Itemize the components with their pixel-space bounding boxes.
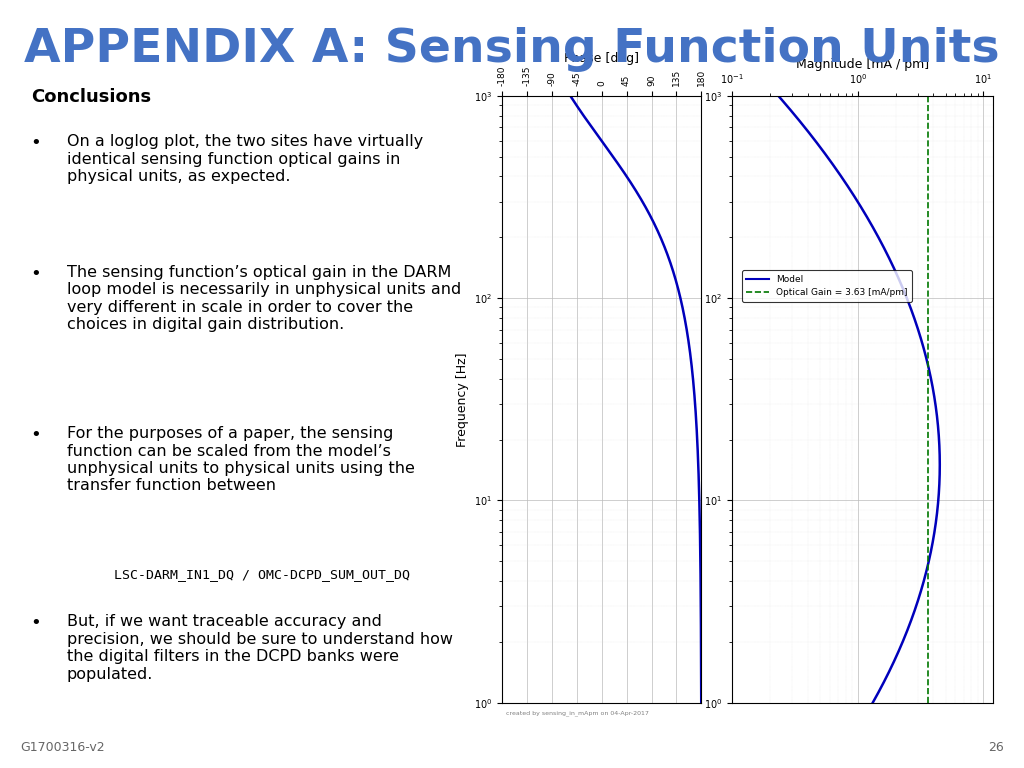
Text: Conclusions: Conclusions [31, 88, 151, 106]
Text: •: • [31, 265, 41, 283]
Text: •: • [31, 134, 41, 152]
Text: LSC-DARM_IN1_DQ / OMC-DCPD_SUM_OUT_DQ: LSC-DARM_IN1_DQ / OMC-DCPD_SUM_OUT_DQ [82, 568, 410, 581]
Text: APPENDIX A: Sensing Function Units: APPENDIX A: Sensing Function Units [25, 27, 999, 72]
Text: On a loglog plot, the two sites have virtually
identical sensing function optica: On a loglog plot, the two sites have vir… [67, 134, 423, 184]
Y-axis label: Frequency [Hz]: Frequency [Hz] [457, 352, 469, 447]
Text: created by sensing_in_mApm on 04-Apr-2017: created by sensing_in_mApm on 04-Apr-201… [506, 710, 648, 716]
Text: But, if we want traceable accuracy and
precision, we should be sure to understan: But, if we want traceable accuracy and p… [67, 614, 453, 682]
Text: •: • [31, 426, 41, 444]
X-axis label: Phase [deg]: Phase [deg] [564, 51, 639, 65]
Text: For the purposes of a paper, the sensing
function can be scaled from the model’s: For the purposes of a paper, the sensing… [67, 426, 415, 494]
Text: 26: 26 [988, 741, 1004, 754]
X-axis label: Magnitude [mA / pm]: Magnitude [mA / pm] [796, 58, 930, 71]
Text: G1700316-v2: G1700316-v2 [20, 741, 105, 754]
Text: DARM Offset = 12.38 [pm]: DARM Offset = 12.38 [pm] [736, 329, 746, 469]
Text: The sensing function’s optical gain in the DARM
loop model is necessarily in unp: The sensing function’s optical gain in t… [67, 265, 461, 332]
Legend: Model, Optical Gain = 3.63 [mA/pm]: Model, Optical Gain = 3.63 [mA/pm] [742, 270, 912, 302]
Text: •: • [31, 614, 41, 632]
